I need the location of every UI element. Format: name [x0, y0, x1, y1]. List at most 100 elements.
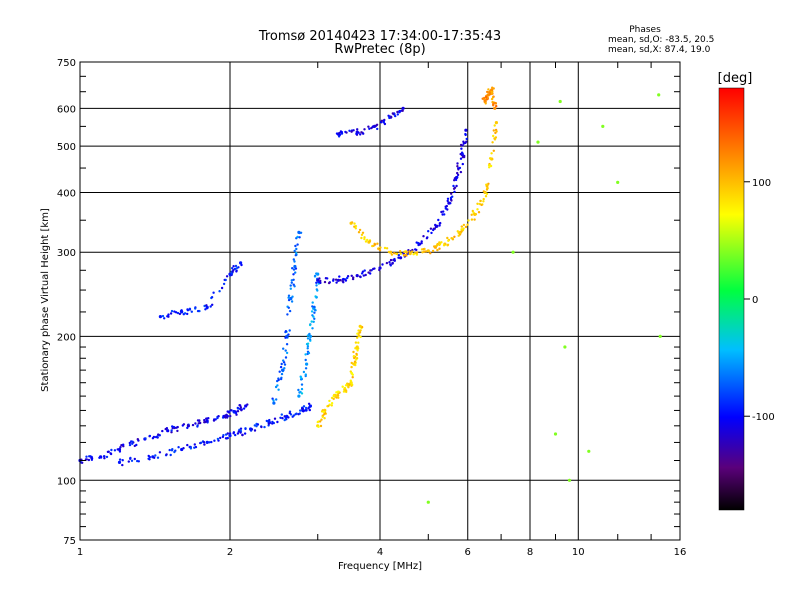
data-point: [357, 334, 360, 338]
data-point: [85, 458, 89, 461]
data-point: [306, 347, 309, 350]
data-point: [294, 271, 297, 274]
data-point: [563, 345, 567, 349]
data-point: [205, 440, 209, 444]
data-point: [470, 218, 474, 221]
data-point: [366, 238, 369, 242]
data-point: [350, 221, 354, 224]
data-point: [375, 123, 379, 127]
data-point: [131, 442, 134, 445]
data-point: [267, 422, 271, 425]
data-point: [490, 88, 494, 92]
data-point: [290, 281, 293, 284]
data-point: [281, 417, 284, 420]
x-tick-label: 16: [674, 547, 687, 558]
colorbar-tick-label: 0: [752, 295, 758, 306]
data-point: [492, 87, 495, 90]
data-point: [313, 311, 316, 314]
data-point: [364, 273, 367, 277]
data-point: [232, 431, 236, 434]
data-point: [196, 309, 200, 313]
data-point: [87, 458, 91, 462]
data-point: [186, 443, 189, 447]
data-point: [351, 277, 355, 281]
data-point: [616, 180, 620, 184]
data-point: [292, 273, 295, 276]
data-point: [307, 402, 311, 405]
data-point: [177, 446, 180, 449]
data-point: [234, 433, 237, 437]
data-point: [102, 455, 106, 458]
data-point: [308, 404, 312, 408]
data-point: [304, 367, 308, 370]
data-point: [304, 406, 308, 410]
data-point: [359, 335, 362, 339]
data-point: [204, 308, 207, 311]
data-point: [461, 144, 464, 147]
data-point: [283, 363, 287, 366]
data-point: [313, 275, 317, 278]
data-point: [394, 114, 397, 118]
data-point: [336, 393, 340, 397]
data-point: [553, 432, 558, 436]
data-point: [283, 418, 286, 422]
data-point: [450, 199, 453, 202]
data-point: [330, 402, 334, 405]
data-point: [319, 279, 322, 283]
data-point: [294, 244, 297, 248]
data-point: [279, 365, 283, 369]
data-point: [493, 106, 497, 110]
data-point: [476, 202, 479, 205]
data-point: [454, 178, 458, 182]
stats-line-x: mean, sd,X: 87.4, 19.0: [608, 45, 711, 55]
data-point: [438, 241, 441, 244]
data-point: [345, 131, 348, 134]
data-point: [237, 266, 240, 269]
data-point: [438, 247, 441, 250]
data-point: [171, 448, 174, 451]
data-point: [208, 441, 211, 444]
data-point: [452, 184, 455, 188]
data-point: [354, 341, 358, 344]
plot-frame: [79, 61, 681, 541]
data-point: [218, 290, 221, 293]
data-point: [135, 443, 138, 447]
data-point: [153, 456, 156, 459]
grid-lines: [79, 61, 681, 541]
data-point: [358, 324, 362, 328]
data-point: [426, 500, 430, 504]
data-point: [341, 385, 344, 388]
data-point: [287, 294, 291, 297]
data-point: [350, 382, 353, 385]
data-point: [395, 252, 398, 255]
data-point: [298, 236, 301, 239]
data-point: [231, 267, 234, 270]
data-point: [393, 252, 396, 255]
data-point: [470, 213, 473, 216]
data-point: [313, 305, 316, 309]
data-point: [207, 417, 210, 420]
data-point: [285, 343, 289, 346]
data-point: [402, 254, 406, 257]
data-point: [492, 129, 495, 132]
data-point: [225, 275, 229, 278]
data-point: [456, 165, 459, 168]
data-point: [168, 448, 171, 452]
data-point: [486, 90, 489, 94]
data-point: [296, 243, 299, 246]
data-point: [494, 121, 498, 125]
data-point: [359, 329, 362, 332]
data-point: [288, 329, 291, 332]
data-point: [492, 101, 496, 104]
data-point: [234, 264, 238, 268]
data-point: [284, 349, 287, 352]
data-point: [130, 459, 134, 462]
data-point: [322, 410, 325, 414]
data-point: [228, 434, 232, 438]
data-point: [424, 250, 428, 253]
data-point: [480, 203, 483, 207]
data-point: [356, 128, 359, 131]
data-point: [351, 376, 354, 379]
data-point: [294, 254, 297, 257]
